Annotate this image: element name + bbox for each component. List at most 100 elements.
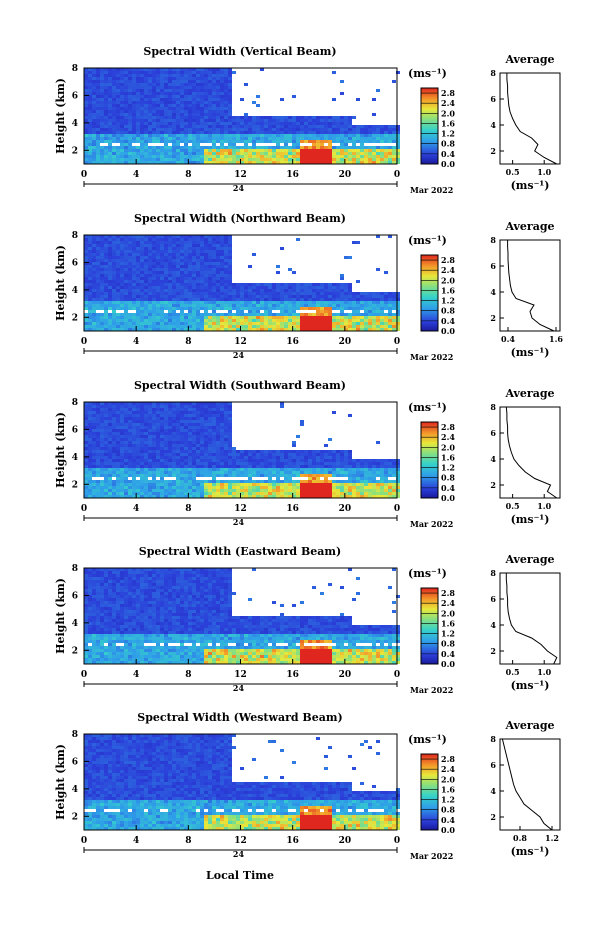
heatmap-cell [320, 298, 324, 301]
heatmap-cell [148, 304, 152, 307]
heatmap-cell [148, 155, 152, 158]
heatmap-cell [184, 426, 188, 429]
heatmap-cell [116, 447, 120, 450]
heatmap-cell [180, 74, 184, 77]
heatmap-cell [144, 408, 148, 411]
heatmap-cell [276, 325, 280, 328]
heatmap-cell [292, 143, 296, 146]
heatmap-cell [160, 256, 164, 259]
heatmap-cell [216, 128, 220, 131]
heatmap-cell [100, 322, 104, 325]
heatmap-cell [312, 298, 316, 301]
heatmap-cell [180, 128, 184, 131]
heatmap-cell [124, 107, 128, 110]
heatmap-cell [144, 429, 148, 432]
heatmap-cell [160, 435, 164, 438]
heatmap-cell [112, 125, 116, 128]
heatmap-cell [380, 295, 384, 298]
heatmap-cell [168, 149, 172, 152]
heatmap-cell [144, 271, 148, 274]
heatmap-cell [184, 292, 188, 295]
heatmap-cell [224, 402, 228, 405]
heatmap-cell [200, 262, 204, 265]
heatmap-cell [144, 316, 148, 319]
heatmap-cell [88, 435, 92, 438]
heatmap-cell [144, 238, 148, 241]
heatmap-cell [244, 161, 248, 164]
heatmap-cell [216, 405, 220, 408]
heatmap-cell [152, 77, 156, 80]
heatmap-cell [96, 95, 100, 98]
heatmap-cell [176, 250, 180, 253]
heatmap-cell [200, 307, 204, 310]
heatmap-cell [200, 480, 204, 483]
heatmap-cell [164, 119, 168, 122]
heatmap-cell [192, 304, 196, 307]
heatmap-cell [324, 328, 328, 331]
heatmap-cell [104, 283, 108, 286]
heatmap-cell [152, 298, 156, 301]
heatmap-cell [348, 286, 352, 289]
heatmap-cell [156, 152, 160, 155]
heatmap-cell [136, 289, 140, 292]
heatmap-cell [132, 444, 136, 447]
heatmap-cell [332, 325, 336, 328]
heatmap-cell [384, 298, 388, 301]
heatmap-cell [84, 137, 88, 140]
heatmap-cell [168, 152, 172, 155]
heatmap-cell [296, 119, 300, 122]
heatmap-cell [300, 304, 304, 307]
heatmap-cell [172, 492, 176, 495]
heatmap-cell [192, 140, 196, 143]
heatmap-cell [204, 483, 208, 486]
heatmap-cell [164, 95, 168, 98]
heatmap-cell [100, 83, 104, 86]
heatmap-cell [132, 322, 136, 325]
heatmap-cell [200, 125, 204, 128]
heatmap-cell [96, 411, 100, 414]
heatmap-cell [220, 259, 224, 262]
heatmap-cell [104, 125, 108, 128]
heatmap-cell [188, 304, 192, 307]
heatmap-cell [268, 307, 272, 310]
heatmap-cell [132, 244, 136, 247]
heatmap-cell [236, 486, 240, 489]
heatmap-cell [128, 325, 132, 328]
heatmap-cell [196, 98, 200, 101]
heatmap-cell [212, 122, 216, 125]
heatmap-cell [220, 131, 224, 134]
heatmap-cell [224, 495, 228, 498]
heatmap-cell [124, 429, 128, 432]
heatmap-cell [116, 316, 120, 319]
heatmap-cell [316, 155, 320, 158]
heatmap-cell [124, 116, 128, 119]
heatmap-cell [152, 89, 156, 92]
heatmap-cell [196, 146, 200, 149]
heatmap-cell [384, 307, 388, 310]
heatmap-cell [208, 68, 212, 71]
heatmap-cell [92, 325, 96, 328]
heatmap-cell [220, 250, 224, 253]
heatmap-cell [268, 149, 272, 152]
heatmap-cell [96, 74, 100, 77]
heatmap-cell [184, 262, 188, 265]
heatmap-cell [176, 137, 180, 140]
heatmap-cell [300, 316, 304, 319]
heatmap-cell [256, 325, 260, 328]
heatmap-cell [184, 253, 188, 256]
heatmap-cell [180, 292, 184, 295]
heatmap-cell [300, 328, 304, 331]
heatmap-cell [144, 459, 148, 462]
heatmap-cell [240, 319, 244, 322]
heatmap-cell [176, 495, 180, 498]
heatmap-cell [244, 483, 248, 486]
heatmap-cell [92, 238, 96, 241]
heatmap-cell [88, 441, 92, 444]
heatmap-cell [216, 274, 220, 277]
heatmap-cell [276, 322, 280, 325]
heatmap-cell [348, 328, 352, 331]
heatmap-cell [312, 149, 316, 152]
heatmap-cell [252, 459, 256, 462]
heatmap-cell [140, 414, 144, 417]
heatmap-cell [224, 104, 228, 107]
